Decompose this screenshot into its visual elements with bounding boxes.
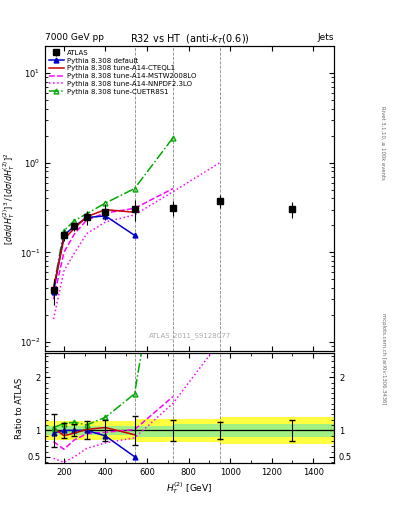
Pythia 8.308 tune-A14-NNPDF2.3LO — [171, 188, 175, 195]
Title: R32 vs HT  (anti-$k_T$(0.6)): R32 vs HT (anti-$k_T$(0.6)) — [130, 32, 250, 46]
Pythia 8.308 tune-A14-NNPDF2.3LO — [72, 250, 77, 256]
Pythia 8.308 tune-A14-MSTW2008LO — [72, 231, 77, 237]
Pythia 8.308 tune-CUETR8S1 — [62, 227, 66, 233]
Pythia 8.308 tune-CUETR8S1 — [84, 210, 89, 217]
Pythia 8.308 tune-A14-MSTW2008LO — [51, 296, 56, 302]
Text: Jets: Jets — [318, 33, 334, 42]
Legend: ATLAS, Pythia 8.308 default, Pythia 8.308 tune-A14-CTEQL1, Pythia 8.308 tune-A14: ATLAS, Pythia 8.308 default, Pythia 8.30… — [47, 48, 198, 96]
Pythia 8.308 tune-A14-MSTW2008LO — [103, 210, 108, 216]
Pythia 8.308 default — [51, 289, 56, 295]
Pythia 8.308 tune-A14-CTEQL1 — [51, 285, 56, 291]
Pythia 8.308 tune-A14-CTEQL1 — [84, 214, 89, 220]
Pythia 8.308 tune-A14-NNPDF2.3LO — [103, 219, 108, 225]
Pythia 8.308 tune-A14-CTEQL1 — [62, 236, 66, 242]
Pythia 8.308 tune-A14-MSTW2008LO — [171, 185, 175, 191]
Y-axis label: Ratio to ATLAS: Ratio to ATLAS — [15, 378, 24, 439]
Line: Pythia 8.308 tune-CUETR8S1: Pythia 8.308 tune-CUETR8S1 — [51, 135, 175, 290]
Line: Pythia 8.308 tune-A14-MSTW2008LO: Pythia 8.308 tune-A14-MSTW2008LO — [53, 188, 173, 299]
Pythia 8.308 tune-A14-NNPDF2.3LO — [217, 160, 222, 166]
Text: Rivet 3.1.10, ≥ 100k events: Rivet 3.1.10, ≥ 100k events — [381, 106, 386, 180]
Line: Pythia 8.308 default: Pythia 8.308 default — [51, 214, 137, 294]
Text: ATLAS_2011_S9128077: ATLAS_2011_S9128077 — [149, 332, 231, 338]
Pythia 8.308 tune-A14-CTEQL1 — [103, 206, 108, 212]
Pythia 8.308 tune-A14-CTEQL1 — [72, 225, 77, 231]
Pythia 8.308 default — [103, 213, 108, 219]
Pythia 8.308 tune-A14-NNPDF2.3LO — [51, 316, 56, 322]
Pythia 8.308 default — [84, 215, 89, 221]
Line: Pythia 8.308 tune-A14-CTEQL1: Pythia 8.308 tune-A14-CTEQL1 — [53, 209, 134, 288]
Pythia 8.308 tune-A14-NNPDF2.3LO — [84, 230, 89, 237]
Y-axis label: $[d\sigma/dH_T^{(2)}]^3\,/\,[d\sigma/dH_T^{(2)}]^2$: $[d\sigma/dH_T^{(2)}]^3\,/\,[d\sigma/dH_… — [1, 152, 17, 245]
Pythia 8.308 tune-CUETR8S1 — [51, 285, 56, 291]
Pythia 8.308 tune-A14-MSTW2008LO — [84, 217, 89, 223]
Pythia 8.308 tune-CUETR8S1 — [103, 200, 108, 206]
Pythia 8.308 tune-CUETR8S1 — [132, 185, 137, 191]
X-axis label: $H_T^{(2)}$ [GeV]: $H_T^{(2)}$ [GeV] — [166, 480, 213, 496]
Pythia 8.308 default — [132, 232, 137, 239]
Pythia 8.308 tune-A14-NNPDF2.3LO — [132, 212, 137, 218]
Pythia 8.308 tune-CUETR8S1 — [72, 218, 77, 224]
Line: Pythia 8.308 tune-A14-NNPDF2.3LO: Pythia 8.308 tune-A14-NNPDF2.3LO — [53, 163, 220, 319]
Text: 7000 GeV pp: 7000 GeV pp — [45, 33, 104, 42]
Pythia 8.308 tune-A14-MSTW2008LO — [62, 249, 66, 255]
Pythia 8.308 tune-A14-NNPDF2.3LO — [62, 268, 66, 274]
Pythia 8.308 tune-A14-MSTW2008LO — [132, 205, 137, 211]
Pythia 8.308 default — [72, 223, 77, 229]
Text: mcplots.cern.ch [arXiv:1306.3436]: mcplots.cern.ch [arXiv:1306.3436] — [381, 313, 386, 404]
Pythia 8.308 tune-A14-CTEQL1 — [132, 209, 137, 216]
Pythia 8.308 tune-CUETR8S1 — [171, 135, 175, 141]
Pythia 8.308 default — [62, 232, 66, 239]
